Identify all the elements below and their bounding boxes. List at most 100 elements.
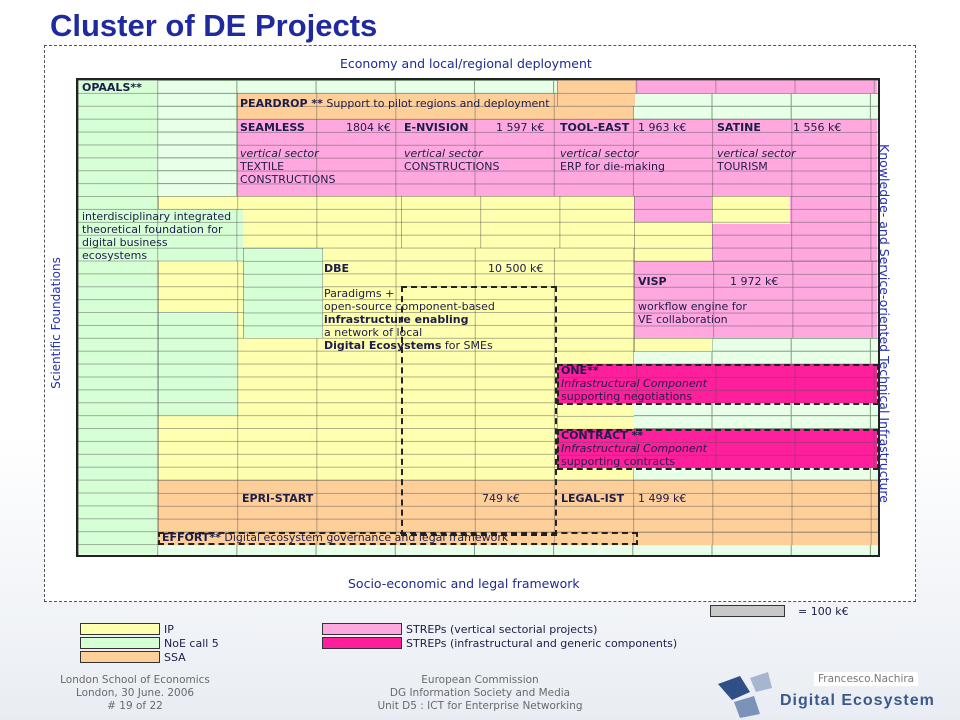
footer-date: London, 30 June. 2006 [75,687,195,699]
epri-cost: 749 k€ [482,492,520,505]
logo-shape-2 [734,696,760,718]
dbe-desc-5: Digital Ecosystems for SMEs [324,339,493,353]
opaals-desc-area [78,209,243,261]
slide-title: Cluster of DE Projects [50,8,378,43]
tooleast-sector: vertical sector [560,147,639,160]
visp-desc-2: VE collaboration [638,313,728,326]
dbe-name: DBE [324,262,350,275]
contract-name: CONTRACT ** [561,429,644,442]
strep-vertical-area [237,119,877,196]
one-label: ONE** [561,364,599,378]
legend-ssa-label: SSA [164,651,186,664]
one-desc-1: Infrastructural Component [561,377,707,390]
satine-sector-b: TOURISM [717,160,768,173]
legal-cost: 1 499 k€ [638,492,687,505]
legend-swatch-scale [710,605,785,617]
envision-sector-b: CONSTRUCTIONS [404,160,500,173]
footer-dg: DG Information Society and Media [389,687,571,699]
dbe-desc-4: a network of local [324,326,423,339]
peardrop-name: PEARDROP ** [240,97,323,110]
one-desc-2: supporting negotiations [561,390,693,403]
tooleast-extension [634,196,712,222]
seamless-sector: vertical sector [240,147,319,160]
seamless-sector-b: TEXTILE [240,160,285,173]
effort-area [158,532,878,545]
footer-unit: Unit D5 : ICT for Enterprise Networking [377,700,583,712]
dbe-desc-5-tail: for SMEs [441,339,493,352]
dbe-desc-1: Paradigms + [324,287,395,300]
seamless-cost: 1804 k€ [346,121,391,134]
effort-label: EFFORT** Digital ecosystem governance an… [162,531,509,545]
bottom-axis-label: Socio-economic and legal framework [348,576,580,591]
visp-cost: 1 972 k€ [730,275,779,288]
legend-strep-infra-label: STREPs (infrastructural and generic comp… [406,637,678,650]
tooleast-label: TOOL-EAST [560,121,630,135]
legend-swatch-noe [80,637,160,649]
dbe-desc-2: open-source component-based [324,300,495,313]
footer-commission: European Commission [421,674,539,686]
legend: = 100 k€ IP NoE call 5 SSA STREPs (verti… [70,603,910,671]
tooleast-name: TOOL-EAST [560,121,630,134]
satine-label: SATINE [717,121,761,135]
peardrop-desc: Support to pilot regions and deployment [326,97,550,110]
contract-area [557,429,877,468]
footer-mid: European Commission DG Information Socie… [360,674,600,713]
envision-sector: vertical sector [404,147,483,160]
top-axis-label: Economy and local/regional deployment [340,56,592,71]
seamless-name: SEAMLESS [240,121,305,134]
dbe-ext-2 [712,196,790,224]
one-area [557,364,877,403]
legend-noe-label: NoE call 5 [164,637,219,650]
envision-name: E-NVISION [404,121,469,134]
visp-name: VISP [638,275,667,288]
legend-ip-label: IP [164,623,174,636]
opaals-label: OPAALS** [82,81,142,95]
legend-swatch-strep-infra [322,637,402,649]
satine-cost: 1 556 k€ [793,121,842,134]
dbe-desc-5-bold: Digital Ecosystems [324,339,442,352]
footer-left: London School of Economics London, 30 Ju… [40,674,230,713]
left-axis-label: Scientific Foundations [48,257,63,389]
legend-swatch-ssa [80,651,160,663]
seamless-sector-c: CONSTRUCTIONS [240,173,336,186]
peardrop-area-2 [557,80,635,106]
legend-scale-label: = 100 k€ [798,605,849,618]
legal-label: LEGAL-IST [561,492,625,506]
tooleast-cost: 1 963 k€ [638,121,687,134]
digital-ecosystem-logo [718,672,772,718]
dbe-cost: 10 500 k€ [488,262,544,275]
dbe-top [401,196,634,248]
dbe-dashed-box [401,286,557,536]
dbe-desc-3-text: infrastructure enabling [324,313,469,326]
effort-dashed-box [158,532,638,545]
logo-shape-3 [750,672,772,692]
envision-cost: 1 597 k€ [496,121,545,134]
contract-desc-2: supporting contracts [561,455,676,468]
contract-desc-1: Infrastructural Component [561,442,707,455]
dbe-desc-3: infrastructure enabling [324,313,469,327]
author-name: Francesco.Nachira [814,672,919,686]
visp-label: VISP [638,275,667,289]
effort-desc: Digital ecosystem governance and legal f… [224,531,509,544]
seamless-label: SEAMLESS [240,121,305,135]
opaals-desc-1: interdisciplinary integrated [82,210,232,223]
envision-label: E-NVISION [404,121,469,135]
dbe-label: DBE [324,262,350,276]
footer-institution: London School of Economics [60,674,210,686]
opaals-area [78,80,158,553]
peardrop-label: PEARDROP ** Support to pilot regions and… [240,97,550,111]
project-grid: OPAALS** PEARDROP ** Support to pilot re… [76,78,880,557]
epri-label: EPRI-START [242,492,313,506]
satine-name: SATINE [717,121,761,134]
opaals-name: OPAALS** [82,81,142,94]
one-dashed-box [557,364,879,405]
legend-swatch-strep-vertical [322,623,402,635]
legal-name: LEGAL-IST [561,492,625,505]
legend-swatch-ip [80,623,160,635]
opaals-desc-2: theoretical foundation for [82,223,223,236]
noe-strip-2 [158,312,238,416]
tooleast-sector-b: ERP for die-making [560,160,665,173]
effort-name: EFFORT** [162,531,221,544]
legend-strep-vertical-label: STREPs (vertical sectorial projects) [406,623,598,636]
one-name: ONE** [561,364,599,377]
